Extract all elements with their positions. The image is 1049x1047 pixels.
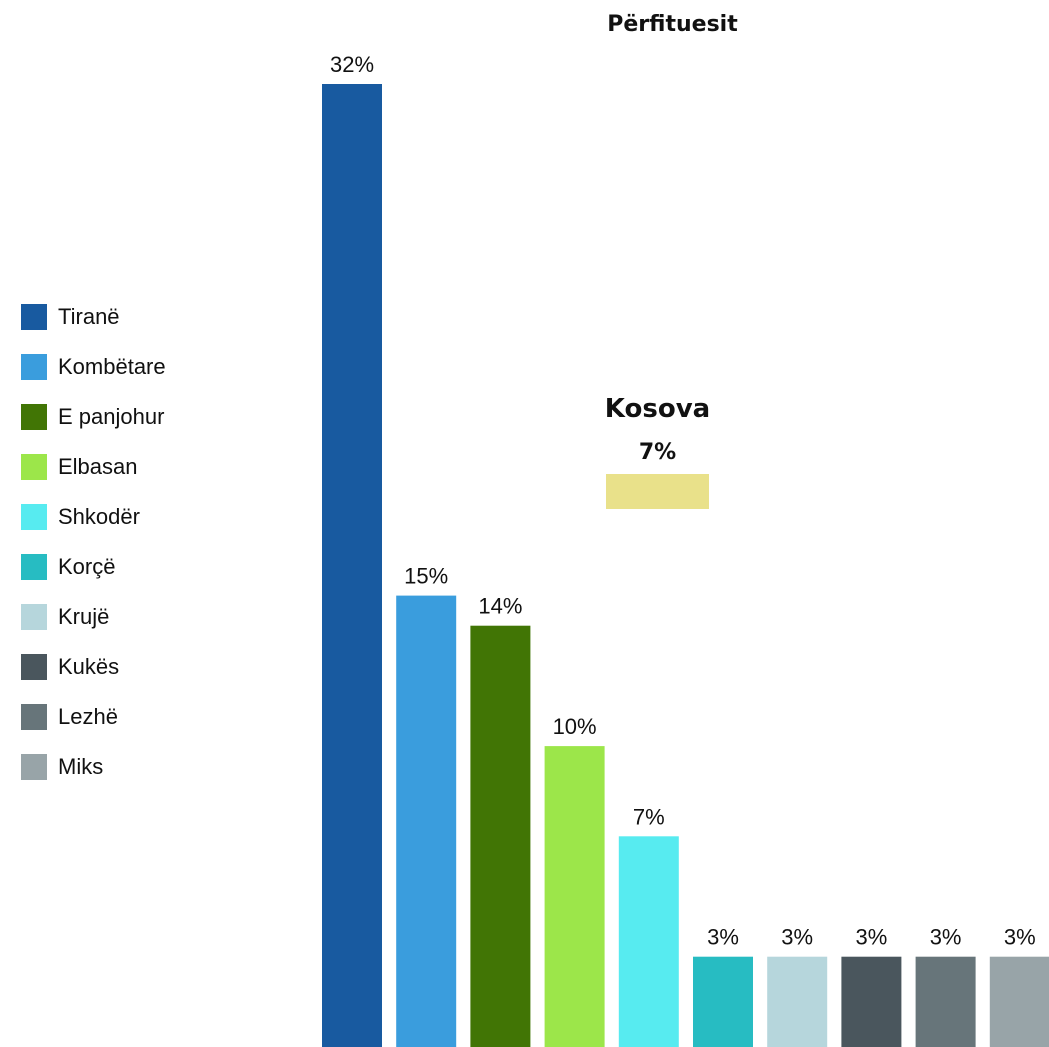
bar: [618, 836, 679, 1047]
bar: [841, 956, 902, 1047]
legend-label: Kombëtare: [58, 354, 166, 379]
legend-swatch: [21, 604, 47, 630]
legend: Tiranë Kombëtare E panjohur Elbasan Shkodër K…: [21, 292, 166, 792]
legend-item: Korçë: [21, 542, 166, 592]
bar-value-label: 14%: [478, 594, 522, 619]
legend-swatch: [21, 504, 47, 530]
bar-value-label: 7%: [633, 804, 665, 829]
legend-label: Lezhë: [58, 704, 118, 729]
bar: [544, 746, 605, 1047]
kosova-annotation-title: Kosova: [604, 394, 711, 424]
bar-value-label: 3%: [781, 925, 813, 950]
legend-item: Miks: [21, 742, 166, 792]
legend-swatch: [21, 304, 47, 330]
legend-item: Elbasan: [21, 442, 166, 492]
bar-value-label: 3%: [930, 925, 962, 950]
bar-value-label: 3%: [1004, 925, 1036, 950]
bar: [767, 956, 828, 1047]
legend-swatch: [21, 654, 47, 680]
legend-swatch: [21, 754, 47, 780]
bar: [693, 956, 753, 1047]
legend-item: E panjohur: [21, 392, 166, 442]
bar: [470, 625, 531, 1047]
legend-swatch: [21, 554, 47, 580]
legend-label: Elbasan: [58, 454, 138, 479]
bar-value-label: 3%: [707, 925, 739, 950]
legend-label: E panjohur: [58, 404, 165, 429]
legend-item: Tiranë: [21, 292, 166, 342]
bar: [989, 956, 1049, 1047]
bar: [396, 595, 457, 1047]
legend-label: Krujë: [58, 604, 110, 629]
bar: [322, 84, 382, 1047]
bar-value-label: 10%: [553, 714, 597, 739]
bar-value-label: 32%: [330, 52, 374, 77]
bar-value-label: 15%: [404, 564, 448, 589]
legend-label: Shkodër: [58, 504, 140, 529]
bar-value-label: 3%: [856, 925, 888, 950]
legend-item: Shkodër: [21, 492, 166, 542]
legend-swatch: [21, 354, 47, 380]
kosova-annotation-bar: [606, 474, 709, 509]
legend-swatch: [21, 704, 47, 730]
legend-label: Tiranë: [58, 304, 120, 329]
legend-item: Krujë: [21, 592, 166, 642]
chart-title: Përfituesit: [607, 12, 738, 37]
legend-swatch: [21, 404, 47, 430]
legend-item: Kombëtare: [21, 342, 166, 392]
legend-swatch: [21, 454, 47, 480]
legend-item: Lezhë: [21, 692, 166, 742]
legend-label: Miks: [58, 754, 104, 779]
legend-label: Kukës: [58, 654, 120, 679]
legend-label: Korçë: [58, 554, 116, 579]
bar: [915, 956, 976, 1047]
kosova-annotation-value: 7%: [638, 440, 677, 465]
legend-item: Kukës: [21, 642, 166, 692]
